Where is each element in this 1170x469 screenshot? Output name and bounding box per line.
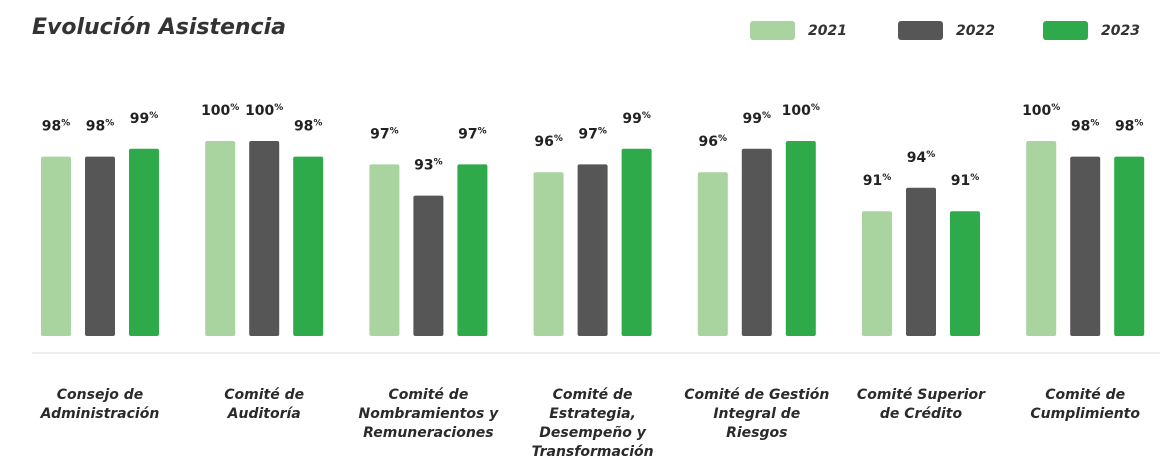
x-tick-label: Comité de Nombramientos y Remuneraciones [358, 387, 499, 441]
x-tick-label: Consejo de Administración [40, 387, 160, 422]
bar [1114, 156, 1145, 336]
data-label: 100% [1022, 103, 1060, 120]
bar [413, 195, 444, 336]
legend-label: 2021 [808, 23, 847, 39]
bar [697, 172, 728, 336]
bar [1026, 141, 1057, 336]
bar [41, 156, 71, 336]
bar [785, 141, 816, 336]
data-label: 98% [42, 118, 71, 135]
bar [85, 156, 115, 336]
data-label: 96% [699, 134, 728, 151]
legend-swatch [898, 21, 943, 40]
bar [457, 164, 488, 336]
data-label: 99% [743, 110, 772, 127]
bar [741, 148, 772, 336]
legend-swatch [1043, 21, 1088, 40]
bar [1070, 156, 1101, 336]
data-label: 97% [458, 126, 487, 143]
data-label: 100% [782, 103, 820, 120]
bar [249, 141, 280, 336]
chart-title: Evolución Asistencia [32, 15, 286, 40]
data-label: 91% [863, 173, 892, 190]
data-label: 99% [622, 110, 651, 127]
bar [533, 172, 564, 336]
bar [369, 164, 400, 336]
data-label: 97% [578, 126, 607, 143]
legend-label: 2022 [956, 23, 995, 39]
legend-label: 2023 [1101, 23, 1140, 39]
bar [862, 211, 892, 336]
bar [950, 211, 980, 336]
data-label: 98% [86, 118, 115, 135]
bar [293, 156, 324, 336]
legend-swatch [750, 21, 795, 40]
bar [906, 187, 936, 336]
data-label: 97% [370, 126, 399, 143]
x-tick-label: Comité Superior de Crédito [856, 387, 986, 422]
data-label: 98% [1115, 118, 1144, 135]
data-label: 91% [951, 173, 980, 190]
data-label: 98% [294, 118, 323, 135]
x-tick-label: Comité de Estrategia, Desempeño y Transf… [531, 387, 654, 460]
x-tick-label: Comité de Auditoría [224, 387, 305, 422]
bar [205, 141, 236, 336]
bar [577, 164, 608, 336]
data-label: 98% [1071, 118, 1100, 135]
x-tick-label: Comité de Cumplimiento [1030, 387, 1140, 422]
bar [129, 148, 159, 336]
data-label: 99% [130, 110, 159, 127]
data-label: 94% [907, 149, 936, 166]
data-label: 100% [201, 103, 239, 120]
data-label: 100% [245, 103, 283, 120]
x-tick-label: Comité de Gestión Integral de Riesgos [684, 387, 830, 441]
data-label: 93% [414, 157, 443, 174]
bar [621, 148, 652, 336]
data-label: 96% [534, 134, 563, 151]
